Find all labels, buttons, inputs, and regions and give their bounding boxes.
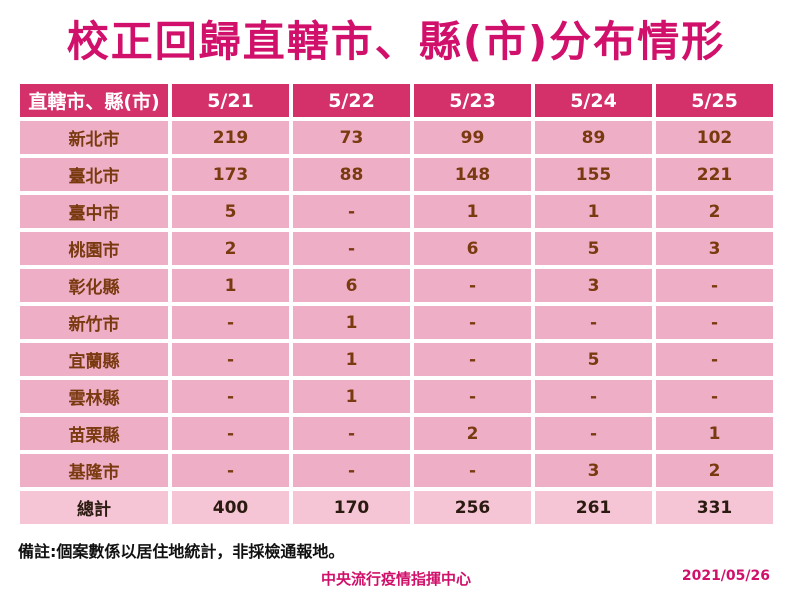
table-cell-value: 221 [656,158,773,191]
table-cell-value: - [293,195,410,228]
table-cell-region: 臺中市 [20,195,168,228]
table-row: 臺北市 173 88 148 155 221 [20,158,773,191]
table-row: 桃園市 2-6 5 3 [20,232,773,265]
table-cell-value: - [535,306,652,339]
page-title: 校正回歸直轄市、縣(市)分布情形 [66,17,726,66]
table-cell-value: - [172,454,289,487]
table-cell-value: - [656,380,773,413]
table-cell-value: - [172,380,289,413]
table-cell-value: - [656,343,773,376]
table-cell-value: 2 [656,195,773,228]
table-cell-value: 3 [535,454,652,487]
table-row: 新竹市 -1- - - [20,306,773,339]
table-cell-value: 89 [535,121,652,154]
table-cell-value: - [172,306,289,339]
table-cell-value: 5 [535,232,652,265]
table-cell-value: 256 [414,491,531,524]
table-cell-value: 400 [172,491,289,524]
table-cell-value: 1 [656,417,773,450]
column-header-date: 5/21 [172,84,289,117]
table-row: 基隆市 - - -3 2 [20,454,773,487]
table-cell-value: - [293,417,410,450]
organization-name: 中央流行疫情指揮中心 [320,570,471,588]
table-cell-value: 5 [535,343,652,376]
table-cell-value: 1 [293,306,410,339]
table-cell-value: 3 [656,232,773,265]
table-cell-region: 雲林縣 [20,380,168,413]
table-cell-value: - [293,454,410,487]
table-cell-value: 148 [414,158,531,191]
column-header-date: 5/24 [535,84,652,117]
table-cell-region: 宜蘭縣 [20,343,168,376]
table-cell-value: 5 [172,195,289,228]
cases-table: 直轄市、縣(市) 5/21 5/22 5/23 5/24 5/25 新北市 219 73 99 8… [16,80,777,528]
table-cell-value: 6 [414,232,531,265]
table-cell-value: 73 [293,121,410,154]
table-cell-region: 新竹市 [20,306,168,339]
table-cell-value: 6 [293,269,410,302]
table-cell-value: 331 [656,491,773,524]
table-cell-region: 新北市 [20,121,168,154]
table-cell-value: - [414,380,531,413]
table-cell-value: 1 [535,195,652,228]
column-header-date: 5/23 [414,84,531,117]
footnote: 備註:個案數係以居住地統計，非採檢通報地。 [18,542,345,561]
table-cell-region: 苗栗縣 [20,417,168,450]
table-cell-value: - [293,232,410,265]
table-cell-value: 173 [172,158,289,191]
table-cell-value: 102 [656,121,773,154]
column-header-date: 5/25 [656,84,773,117]
table-cell-value: 1 [172,269,289,302]
column-header-region: 直轄市、縣(市) [20,84,168,117]
table-row: 宜蘭縣 -1-5- [20,343,773,376]
table-cell-value: 170 [293,491,410,524]
table-cell-value: 155 [535,158,652,191]
table-cell-value: 1 [293,343,410,376]
table-cell-value: - [172,343,289,376]
table-row: 新北市 219 73 99 89 102 [20,121,773,154]
table-cell-value: - [414,306,531,339]
column-header-date: 5/22 [293,84,410,117]
table-cell-value: - [172,417,289,450]
table-cell-value: 99 [414,121,531,154]
table-cell-value: - [656,269,773,302]
table-header-row: 直轄市、縣(市) 5/21 5/22 5/23 5/24 5/25 [20,84,773,117]
table-cell-value: 261 [535,491,652,524]
table-row: 臺中市 5-1 1 2 [20,195,773,228]
table-cell-value: - [414,343,531,376]
table-cell-region: 總計 [20,491,168,524]
table-cell-value: - [535,380,652,413]
table-cell-value: 1 [414,195,531,228]
publish-date: 2021/05/26 [681,568,770,584]
table-cell-value: 2 [656,454,773,487]
table-cell-region: 桃園市 [20,232,168,265]
table-cell-value: - [656,306,773,339]
table-cell-region: 臺北市 [20,158,168,191]
table-cell-value: 2 [172,232,289,265]
table-cell-region: 彰化縣 [20,269,168,302]
total-row: 總計 400 170 256 261 331 [20,491,773,524]
table-cell-value: 2 [414,417,531,450]
table-cell-value: 3 [535,269,652,302]
table-cell-value: 88 [293,158,410,191]
table-cell-value: - [414,269,531,302]
table-cell-region: 基隆市 [20,454,168,487]
table-cell-value: - [414,454,531,487]
table-row: 雲林縣 -1- - - [20,380,773,413]
table-cell-value: - [535,417,652,450]
table-cell-value: 1 [293,380,410,413]
table-row: 苗栗縣 - -2-1 [20,417,773,450]
table-row: 彰化縣 1 6-3- [20,269,773,302]
table-cell-value: 219 [172,121,289,154]
